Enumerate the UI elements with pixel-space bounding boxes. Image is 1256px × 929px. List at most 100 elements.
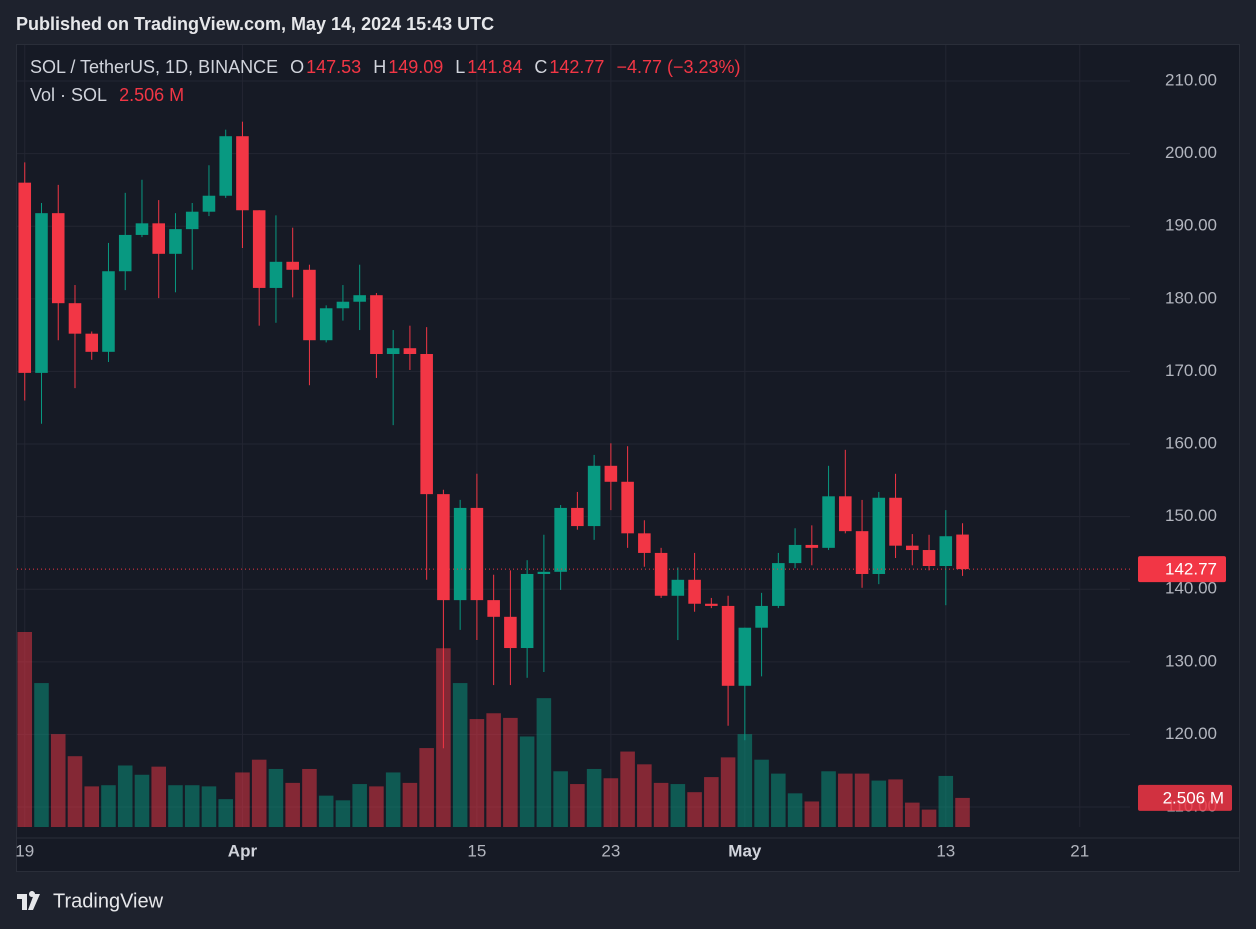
volume-bar xyxy=(385,772,401,827)
volume-bar xyxy=(285,782,300,827)
candle-body xyxy=(370,295,383,355)
candle-body xyxy=(252,210,266,288)
candle-body xyxy=(839,496,852,532)
candle-body xyxy=(587,465,601,527)
volume-bar xyxy=(720,757,736,827)
candle-body xyxy=(152,223,165,254)
y-tick-label: 170.00 xyxy=(1165,361,1217,380)
volume-badge xyxy=(1138,784,1232,811)
volume-bar xyxy=(536,698,552,827)
volume-value: 2.506 M xyxy=(119,85,185,105)
x-tick-label: Apr xyxy=(228,841,258,860)
volume-bar xyxy=(268,768,284,827)
close-value: 142.77 xyxy=(549,57,605,77)
candle-body xyxy=(822,496,835,548)
y-tick-label: 150.00 xyxy=(1165,506,1217,525)
candle-body xyxy=(688,579,701,604)
volume-bar xyxy=(117,765,133,827)
candle-body xyxy=(303,269,316,341)
y-tick-label: 120.00 xyxy=(1165,724,1217,743)
volume-bar xyxy=(637,764,652,827)
volume-bar xyxy=(251,759,267,827)
volume-bar xyxy=(754,759,769,827)
candle-body xyxy=(922,550,936,566)
volume-bar xyxy=(235,772,250,827)
high-label: H xyxy=(373,57,387,77)
volume-bar xyxy=(34,683,49,827)
candle-body xyxy=(889,497,902,546)
candle-body xyxy=(772,563,785,606)
volume-bar xyxy=(101,785,116,827)
volume-bar xyxy=(771,773,786,827)
volume-bar xyxy=(486,713,501,827)
volume-bar xyxy=(184,785,200,827)
y-tick-label: 140.00 xyxy=(1165,579,1217,598)
volume-bar xyxy=(201,786,217,827)
candle-body xyxy=(571,507,584,527)
volume-bar xyxy=(737,734,753,827)
low-value: 141.84 xyxy=(467,57,523,77)
volume-bar xyxy=(888,779,903,827)
volume-bar xyxy=(620,751,635,827)
candle-body xyxy=(654,552,668,596)
candle-body xyxy=(604,465,618,482)
y-tick-label: 190.00 xyxy=(1165,216,1217,235)
volume-badge-label: 2.506 M xyxy=(1163,788,1224,807)
volume-bar xyxy=(134,774,150,827)
y-tick-label: 130.00 xyxy=(1165,651,1217,670)
candle-body xyxy=(520,573,534,649)
volume-bar xyxy=(570,784,585,827)
candle-body xyxy=(470,507,484,601)
candle-body xyxy=(403,348,417,355)
legend-row: SOL / TetherUS, 1D, BINANCE O 147.53 H 149… xyxy=(30,57,743,78)
open-value: 147.53 xyxy=(306,57,362,77)
candle-body xyxy=(286,261,299,270)
close-label: C xyxy=(534,57,548,77)
last-price-badge xyxy=(1138,556,1226,583)
x-tick-label: 23 xyxy=(601,841,620,860)
volume-bar xyxy=(704,777,719,827)
volume-bar xyxy=(452,683,468,827)
volume-bar xyxy=(402,782,418,827)
x-tick-label: 15 xyxy=(467,841,486,860)
candle-body xyxy=(721,605,735,686)
candle-body xyxy=(437,494,450,601)
candle-body xyxy=(638,533,651,553)
volume-bar xyxy=(603,778,619,827)
candle-body xyxy=(85,333,99,352)
volume-bar xyxy=(586,768,602,827)
low-label: L xyxy=(455,57,466,77)
candle-body xyxy=(872,497,886,574)
volume-title: Vol · SOL xyxy=(30,85,108,105)
volume-bar xyxy=(335,800,351,827)
volume-bar xyxy=(419,748,434,827)
x-tick-label: 13 xyxy=(936,841,955,860)
volume-bar xyxy=(938,775,954,827)
x-tick-label: 21 xyxy=(1070,841,1089,860)
volume-bar xyxy=(318,795,334,827)
candle-body xyxy=(738,627,752,686)
last-price-label: 142.77 xyxy=(1165,560,1217,579)
y-tick-label: 200.00 xyxy=(1165,143,1217,162)
volume-bar xyxy=(151,766,166,827)
candle-body xyxy=(621,481,634,534)
logo xyxy=(17,891,40,910)
volume-bar xyxy=(519,736,535,827)
candle-body xyxy=(202,195,216,212)
candle-body xyxy=(671,579,685,596)
candle-body xyxy=(68,303,82,334)
candle-body xyxy=(236,136,249,211)
candle-body xyxy=(453,507,467,601)
volume-bar xyxy=(687,792,702,827)
candle-body xyxy=(219,136,232,196)
candle-body xyxy=(135,223,149,235)
candle-body xyxy=(336,301,350,309)
volume-bar xyxy=(369,786,384,827)
x-tick-label: May xyxy=(728,841,762,860)
candle-body xyxy=(269,261,283,288)
volume-bar xyxy=(670,784,686,827)
published: Published on TradingView.com, May 14, 20… xyxy=(16,14,494,34)
